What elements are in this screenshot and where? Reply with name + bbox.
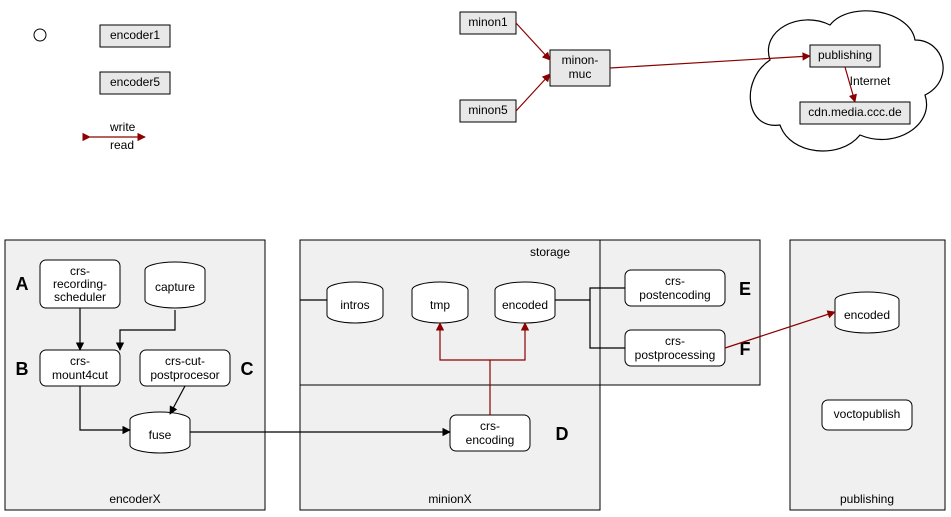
label-B: B [16,359,29,379]
panel-publishing [790,240,945,510]
minon5-label: minon5 [468,103,508,117]
svg-text:crs-: crs- [480,419,500,433]
svg-text:tmp: tmp [430,298,450,312]
svg-text:encoded: encoded [844,308,890,322]
svg-text:capture: capture [155,280,195,294]
minon-muc-l1: minon- [562,53,599,67]
svg-text:scheduler: scheduler [54,290,106,304]
svg-text:postencoding: postencoding [639,288,710,302]
svg-text:crs-: crs- [665,334,685,348]
minon1-label: minon1 [468,15,508,29]
panel-encoderx-title: encoderX [109,492,160,506]
svg-text:recording-: recording- [53,277,107,291]
svg-text:voctopublish: voctopublish [834,407,901,421]
publishing-label: publishing [818,48,872,62]
capture-cyl: capture [145,262,205,308]
label-A: A [16,274,29,294]
label-C: C [241,359,254,379]
label-E: E [739,279,751,299]
internet-label: Internet [850,74,891,88]
tmp-cyl: tmp [412,282,468,323]
fuse-cyl: fuse [130,412,190,453]
legend-write: write [109,120,136,134]
encoded-cyl: encoded [495,282,555,323]
svg-text:mount4cut: mount4cut [52,368,109,382]
arrow-minon1-muc [516,23,550,60]
encoder5-label: encoder5 [110,75,160,89]
cloud [750,11,943,151]
svg-text:intros: intros [340,298,369,312]
svg-text:postprocesor: postprocesor [150,368,219,382]
panel-minionx-title: minionX [428,492,471,506]
encoded2-cyl: encoded [835,292,899,333]
svg-text:crs-: crs- [665,274,685,288]
intros-cyl: intros [327,282,383,323]
svg-text:crs-: crs- [70,264,90,278]
minon-muc-l2: muc [569,67,592,81]
label-D: D [556,424,569,444]
arrow-muc-publishing [610,56,810,68]
legend-dot [34,29,46,41]
panel-storage-title: storage [530,245,570,259]
svg-text:crs-: crs- [70,354,90,368]
svg-text:postprocessing: postprocessing [635,348,716,362]
svg-text:crs-cut-: crs-cut- [165,354,205,368]
svg-text:encoded: encoded [502,298,548,312]
encoder1-label: encoder1 [110,28,160,42]
legend-read: read [110,138,134,152]
arrow-minon5-muc [516,74,550,111]
svg-text:encoding: encoding [466,433,515,447]
svg-text:fuse: fuse [149,428,172,442]
cdn-label: cdn.media.ccc.de [808,105,902,119]
panel-publishing-title: publishing [840,492,894,506]
